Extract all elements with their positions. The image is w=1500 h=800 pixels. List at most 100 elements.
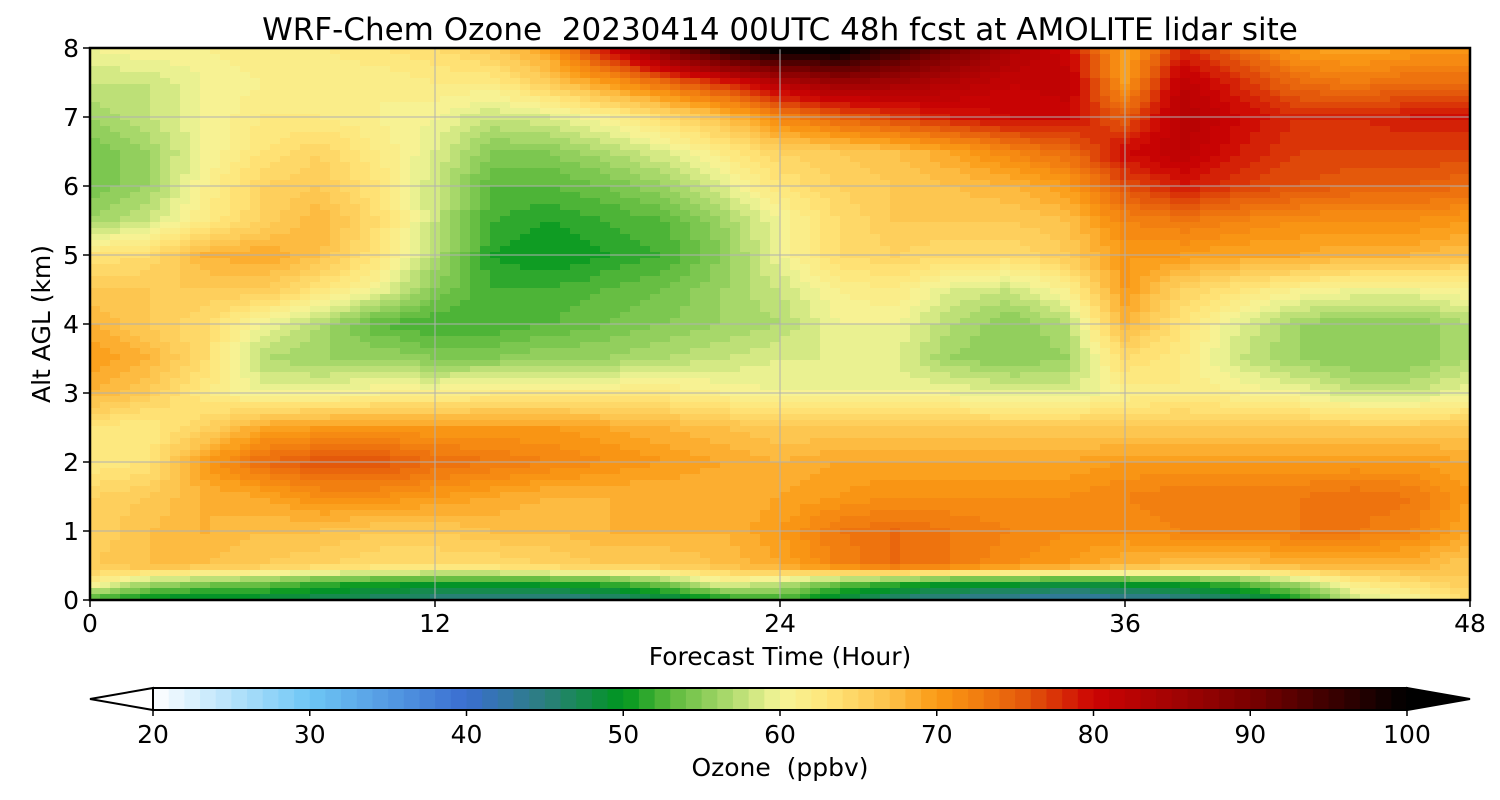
heatmap-cell [370, 222, 381, 229]
heatmap-cell [570, 108, 581, 115]
heatmap-cell [1080, 234, 1091, 241]
heatmap-cell [550, 120, 561, 127]
heatmap-cell [1160, 138, 1171, 145]
heatmap-cell [890, 150, 901, 157]
heatmap-cell [880, 222, 891, 229]
heatmap-cell [700, 174, 711, 181]
heatmap-cell [400, 126, 411, 133]
heatmap-cell [1440, 48, 1451, 55]
heatmap-cell [110, 120, 121, 127]
heatmap-cell [1170, 156, 1181, 163]
heatmap-cell [1280, 60, 1291, 67]
heatmap-cell [570, 126, 581, 133]
heatmap-cell [790, 132, 801, 139]
heatmap-cell [410, 66, 421, 73]
heatmap-cell [1210, 234, 1221, 241]
heatmap-cell [900, 144, 911, 151]
heatmap-cell [440, 240, 451, 247]
heatmap-cell [250, 162, 261, 169]
heatmap-cell [190, 168, 201, 175]
heatmap-cell [1220, 258, 1231, 265]
heatmap-cell [1030, 228, 1041, 235]
heatmap-cell [260, 198, 271, 205]
heatmap-cell [270, 228, 281, 235]
heatmap-cell [270, 168, 281, 175]
heatmap-cell [630, 126, 641, 133]
heatmap-cell [850, 156, 861, 163]
heatmap-cell [540, 132, 551, 139]
heatmap-cell [720, 234, 731, 241]
heatmap-cell [950, 228, 961, 235]
heatmap-cell [1250, 198, 1261, 205]
heatmap-cell [310, 102, 321, 109]
heatmap-cell [680, 48, 691, 55]
heatmap-cell [330, 120, 341, 127]
heatmap-cell [440, 204, 451, 211]
heatmap-cell [1280, 240, 1291, 247]
heatmap-cell [910, 102, 921, 109]
heatmap-cell [950, 120, 961, 127]
heatmap-cell [1360, 180, 1371, 187]
heatmap-cell [1450, 54, 1461, 61]
heatmap-cell [990, 84, 1001, 91]
heatmap-cell [200, 222, 211, 229]
heatmap-cell [850, 138, 861, 145]
heatmap-cell [520, 48, 531, 55]
heatmap-cell [320, 72, 331, 79]
heatmap-cell [130, 204, 141, 211]
heatmap-cell [990, 150, 1001, 157]
heatmap-cell [690, 84, 701, 91]
heatmap-cell [1070, 240, 1081, 247]
heatmap-cell [1090, 66, 1101, 73]
heatmap-cell [150, 84, 161, 91]
heatmap-cell [1130, 96, 1141, 103]
heatmap-cell [350, 144, 361, 151]
heatmap-cell [920, 174, 931, 181]
heatmap-cell [460, 120, 471, 127]
heatmap-cell [870, 48, 881, 55]
heatmap-cell [1010, 48, 1021, 55]
heatmap-cell [1110, 204, 1121, 211]
heatmap-cell [1460, 66, 1471, 73]
heatmap-cell [720, 60, 731, 67]
heatmap-cell [980, 96, 991, 103]
heatmap-cell [1250, 162, 1261, 169]
heatmap-cell [720, 132, 731, 139]
heatmap-cell [1050, 228, 1061, 235]
heatmap-cell [730, 132, 741, 139]
heatmap-cell [390, 204, 401, 211]
heatmap-cell [1220, 66, 1231, 73]
heatmap-cell [1030, 90, 1041, 97]
heatmap-cell [1270, 216, 1281, 223]
heatmap-cell [90, 186, 101, 193]
heatmap-cell [1380, 126, 1391, 133]
heatmap-cell [540, 204, 551, 211]
heatmap-cell [470, 168, 481, 175]
heatmap-cell [1220, 162, 1231, 169]
heatmap-cell [130, 186, 141, 193]
heatmap-cell [1350, 138, 1361, 145]
heatmap-cell [530, 174, 541, 181]
heatmap-cell [420, 180, 431, 187]
heatmap-cell [490, 66, 501, 73]
heatmap-cell [410, 120, 421, 127]
heatmap-cell [620, 240, 631, 247]
heatmap-cell [850, 54, 861, 61]
heatmap-cell [830, 126, 841, 133]
heatmap-cell [1420, 198, 1431, 205]
heatmap-cell [600, 78, 611, 85]
heatmap-cell [390, 156, 401, 163]
heatmap-cell [1460, 216, 1471, 223]
heatmap-cell [550, 60, 561, 67]
heatmap-cell [1300, 48, 1311, 55]
heatmap-cell [560, 258, 571, 265]
heatmap-cell [840, 120, 851, 127]
heatmap-cell [990, 234, 1001, 241]
heatmap-cell [1140, 60, 1151, 67]
heatmap-cell [100, 204, 111, 211]
heatmap-cell [560, 228, 571, 235]
heatmap-cell [1210, 144, 1221, 151]
heatmap-cell [470, 144, 481, 151]
heatmap-cell [1160, 150, 1171, 157]
heatmap-cell [1140, 192, 1151, 199]
